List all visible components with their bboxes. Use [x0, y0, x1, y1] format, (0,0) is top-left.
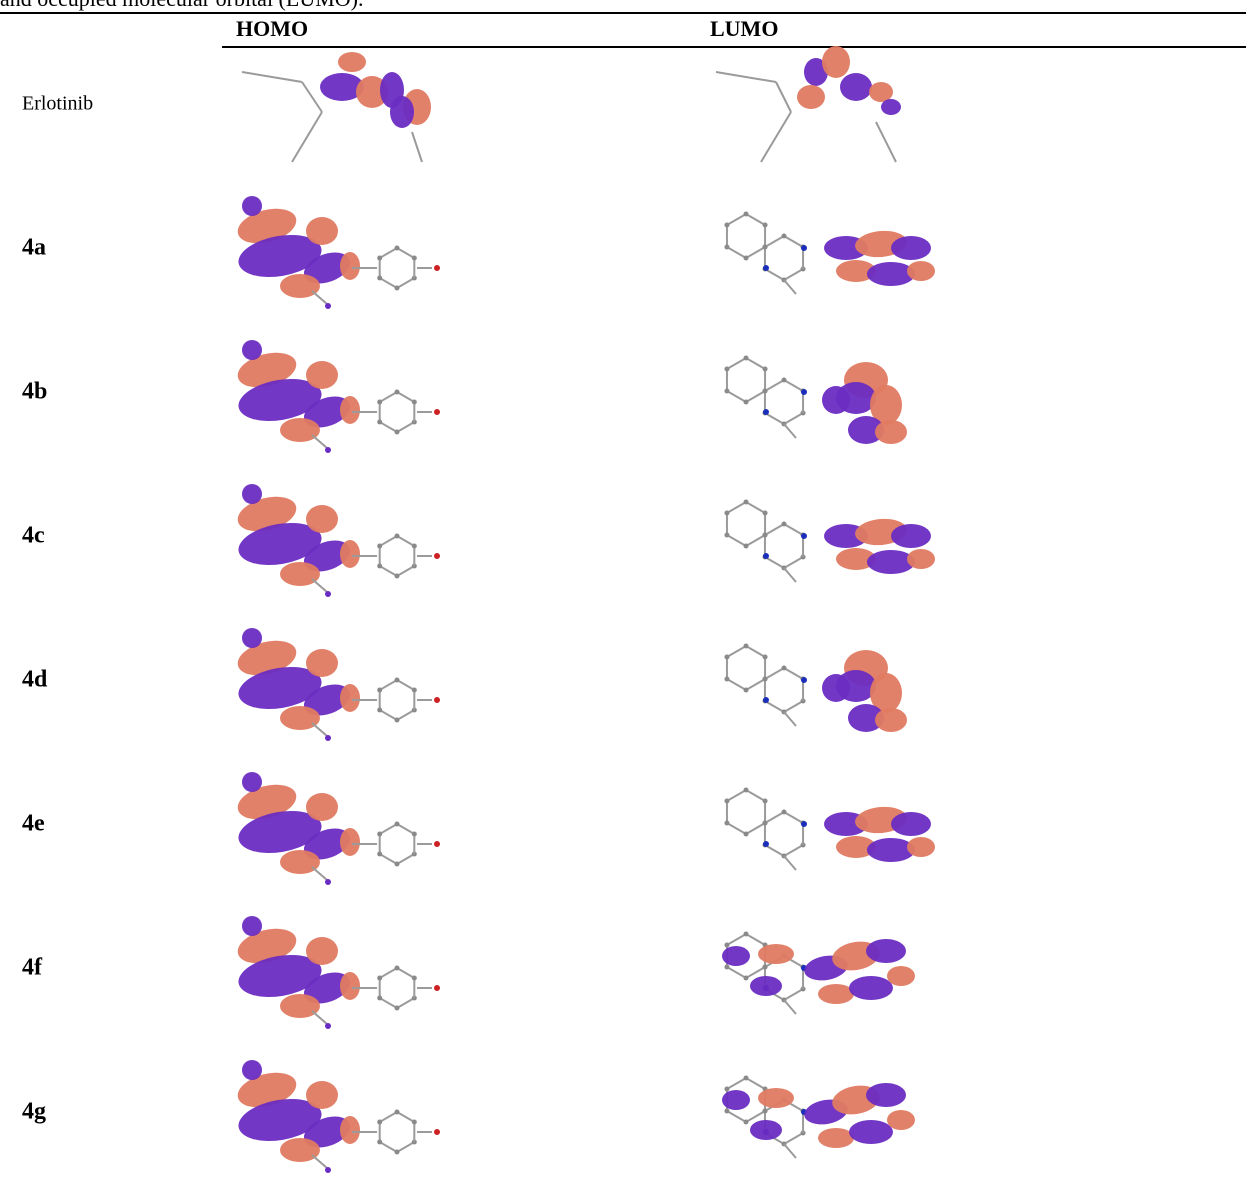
header-homo: HOMO	[236, 16, 309, 41]
homo-orbital-image	[237, 484, 440, 597]
homo-orbital-image	[237, 628, 440, 741]
homo-orbital-image	[237, 916, 440, 1029]
compound-label: 4a	[22, 234, 46, 261]
header-lumo: LUMO	[710, 16, 779, 41]
lumo-orbital-image	[724, 643, 907, 732]
compound-label: 4e	[22, 810, 45, 837]
homo-orbital-image	[237, 1060, 440, 1173]
compound-label: 4b	[22, 378, 48, 405]
top-rule	[0, 12, 1246, 14]
table-row: 4b	[0, 320, 1246, 464]
table-caption: and occupied molecular orbital (LUMO).	[0, 0, 363, 12]
compound-label: 4d	[22, 666, 48, 693]
homo-orbital-image	[237, 196, 440, 309]
homo-orbital-image	[241, 52, 431, 163]
homo-orbital-image	[237, 772, 440, 885]
compound-label: 4c	[22, 522, 45, 549]
lumo-orbital-image	[715, 46, 901, 163]
table-row: 4f	[0, 896, 1246, 1040]
lumo-orbital-image	[724, 355, 907, 444]
compound-label: 4f	[22, 954, 42, 981]
table-row: 4c	[0, 464, 1246, 608]
table-row: 4e	[0, 752, 1246, 896]
compound-label: 4g	[22, 1098, 46, 1125]
table-row: 4g	[0, 1040, 1246, 1184]
lumo-orbital-image	[722, 931, 915, 1015]
table-row: 4d	[0, 608, 1246, 752]
table-row: Erlotinib	[0, 32, 1246, 176]
homo-orbital-image	[237, 340, 440, 453]
compound-label: Erlotinib	[22, 92, 94, 115]
header-rule	[222, 46, 1246, 48]
lumo-orbital-image	[724, 499, 935, 583]
table-row: 4a	[0, 176, 1246, 320]
lumo-orbital-image	[724, 787, 935, 871]
lumo-orbital-image	[724, 211, 935, 295]
lumo-orbital-image	[722, 1075, 915, 1159]
